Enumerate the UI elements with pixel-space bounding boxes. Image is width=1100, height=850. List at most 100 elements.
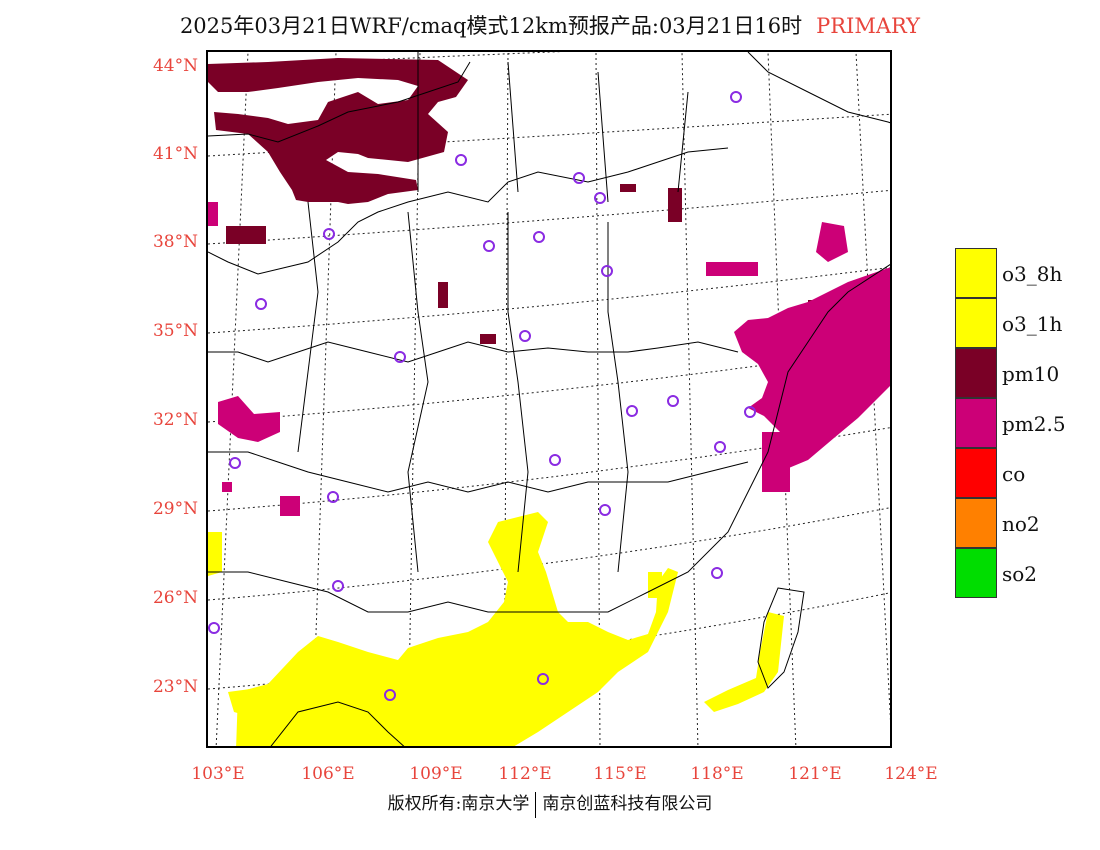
boundary-china-mongolia <box>208 61 471 143</box>
pm10-region-west <box>226 226 266 244</box>
copyright-footer: 版权所有:南京大学 南京创蓝科技有限公司 <box>0 789 1100 818</box>
legend-item-pm25: pm2.5 <box>955 398 1066 448</box>
legend-swatch <box>955 398 997 448</box>
legend-swatch <box>955 348 997 398</box>
parallel-38n <box>208 189 890 245</box>
legend-item-co: co <box>955 448 1025 498</box>
pm25-region-shandong <box>706 262 758 276</box>
lon-label: 115°E <box>593 764 647 784</box>
station-marker <box>519 330 531 342</box>
station-marker <box>332 580 344 592</box>
meridian-121e <box>767 52 797 746</box>
footer-company: 南京创蓝科技有限公司 <box>542 794 713 814</box>
parallel-35n <box>208 266 890 334</box>
station-marker <box>327 491 339 503</box>
forecast-map <box>208 52 890 746</box>
map-title: 2025年03月21日WRF/cmaq模式12km预报产品:03月21日16时 P… <box>0 10 1100 40</box>
pm10-regions <box>208 58 848 538</box>
pm25-region-chongqing <box>280 496 300 516</box>
station-marker <box>667 395 679 407</box>
meridian-103e <box>215 52 249 746</box>
station-marker <box>229 457 241 469</box>
station-marker <box>323 228 335 240</box>
station-marker <box>601 265 613 277</box>
station-marker <box>455 154 467 166</box>
legend-swatch <box>955 298 997 348</box>
map-plot-area <box>206 50 892 748</box>
parallel-26n <box>208 507 890 601</box>
lon-label: 124°E <box>884 764 938 784</box>
station-marker <box>533 231 545 243</box>
boundaries <box>208 52 890 746</box>
lat-label: 41°N <box>152 144 198 164</box>
pm10-region-north-china <box>668 188 682 222</box>
lon-label: 109°E <box>409 764 463 784</box>
legend-item-so2: so2 <box>955 548 1037 598</box>
lat-label: 44°N <box>152 56 198 76</box>
lon-label: 106°E <box>301 764 355 784</box>
station-marker <box>730 91 742 103</box>
pm10-region-beijing <box>620 184 636 192</box>
o3-regions <box>208 512 784 746</box>
legend-label: o3_8h <box>1002 262 1063 286</box>
boundary-northern-provinces <box>208 147 729 275</box>
footer-separator <box>535 791 537 818</box>
boundary-northeast <box>747 52 890 124</box>
legend-label: pm10 <box>1002 362 1060 386</box>
meridian-106e <box>311 52 337 746</box>
pm25-region-east-sea <box>734 222 890 470</box>
station-marker <box>594 192 606 204</box>
lat-label: 38°N <box>152 232 198 252</box>
pm25-region-far-west <box>208 202 218 226</box>
pm10-region-north <box>208 58 468 204</box>
o3-region-south-china <box>236 512 678 746</box>
lat-label: 32°N <box>152 410 198 430</box>
station-marker <box>599 504 611 516</box>
meridian-118e <box>681 52 699 746</box>
station-marker <box>208 622 220 634</box>
pollutant-legend: o3_8h o3_1h pm10 pm2.5 co no2 so2 <box>955 248 1066 598</box>
station-marker <box>744 406 756 418</box>
legend-item-no2: no2 <box>955 498 1040 548</box>
pm25-region-yunnan <box>222 482 232 492</box>
legend-item-o3-1h: o3_1h <box>955 298 1062 348</box>
pm25-regions <box>208 202 890 516</box>
boundary-vietnam <box>270 701 405 746</box>
lat-label: 35°N <box>152 321 198 341</box>
boundary-central-provinces <box>208 341 739 363</box>
station-marker <box>483 240 495 252</box>
footer-copyright: 版权所有:南京大学 <box>387 794 530 814</box>
station-marker <box>714 441 726 453</box>
station-markers <box>208 91 756 701</box>
pm10-region-henan <box>480 334 496 344</box>
legend-swatch <box>955 448 997 498</box>
lat-label: 29°N <box>152 499 198 519</box>
pm25-region-zhejiang <box>762 432 790 492</box>
station-marker <box>384 689 396 701</box>
lat-label: 26°N <box>152 588 198 608</box>
lon-label: 118°E <box>690 764 744 784</box>
legend-item-o3-8h: o3_8h <box>955 248 1062 298</box>
boundary-meridional-provinces <box>417 52 689 203</box>
legend-label: co <box>1002 462 1026 486</box>
title-main: 2025年03月21日WRF/cmaq模式12km预报产品:03月21日16时 <box>179 14 803 38</box>
station-marker <box>394 351 406 363</box>
pm25-region-sichuan <box>218 396 280 442</box>
boundary-southern-coast <box>208 264 890 613</box>
boundary-south-central-provinces <box>208 451 749 493</box>
lon-label: 103°E <box>191 764 245 784</box>
legend-label: no2 <box>1002 512 1040 536</box>
legend-label: o3_1h <box>1002 312 1063 336</box>
o3-region-taiwan <box>704 612 784 712</box>
legend-swatch <box>955 498 997 548</box>
legend-label: so2 <box>1002 562 1038 586</box>
station-marker <box>573 172 585 184</box>
legend-swatch <box>955 248 997 298</box>
station-marker <box>537 673 549 685</box>
legend-item-pm10: pm10 <box>955 348 1059 398</box>
title-primary-tag: PRIMARY <box>816 14 921 38</box>
station-marker <box>626 405 638 417</box>
legend-label: pm2.5 <box>1002 412 1066 436</box>
o3-region-vietnam <box>228 688 268 716</box>
station-marker <box>549 454 561 466</box>
